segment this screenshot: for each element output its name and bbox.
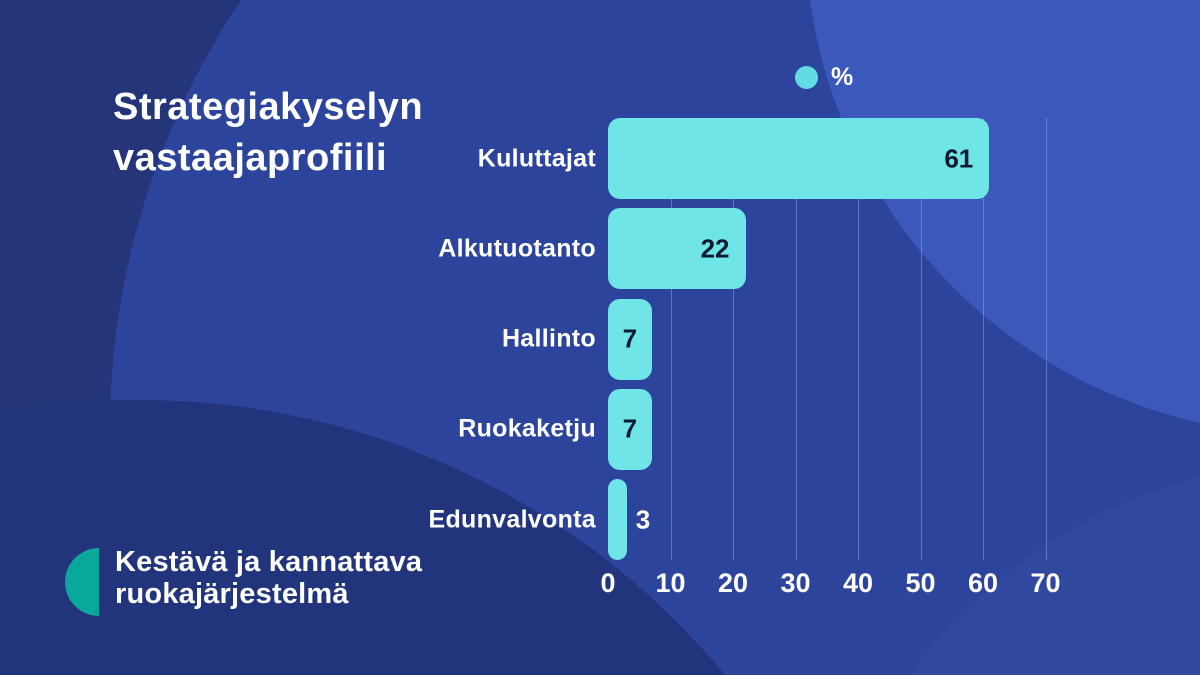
slide-title: Strategiakyselyn vastaajaprofiili: [113, 82, 423, 184]
bar: [608, 479, 627, 560]
footer-text-line1: Kestävä ja kannattava: [115, 546, 423, 578]
bar-row: Alkutuotanto 22: [0, 208, 1200, 290]
bar-value: 3: [635, 504, 651, 534]
bar-row: Kuluttajat 61: [0, 118, 1200, 199]
legend-label: %: [831, 63, 854, 91]
bar-value: 7: [622, 323, 638, 354]
x-tick-label: 70: [1030, 568, 1061, 598]
bar-row: Hallinto 7: [0, 298, 1200, 380]
x-tick-label: 0: [600, 568, 616, 598]
bar: [608, 298, 652, 380]
category-label: Alkutuotanto: [438, 234, 596, 263]
bar: [608, 388, 652, 470]
x-tick-label: 30: [780, 568, 811, 598]
slide-title-line2: vastaajaprofiili: [113, 137, 388, 179]
chart-legend: %: [795, 63, 853, 92]
category-label: Hallinto: [501, 324, 596, 353]
bar-value: 22: [700, 233, 730, 264]
category-label: Ruokaketju: [458, 414, 596, 443]
legend-dot-icon: [795, 66, 818, 89]
footer-text: Kestävä ja kannattava ruokajärjestelmä: [115, 546, 422, 610]
bar-value: 61: [944, 143, 974, 173]
category-label: Kuluttajat: [477, 144, 596, 172]
bar-row: Edunvalvonta 3: [0, 479, 1200, 560]
footer-text-line2: ruokajärjestelmä: [115, 578, 349, 610]
x-tick-label: 40: [842, 568, 874, 598]
bar: [608, 208, 746, 290]
x-tick-label: 50: [905, 568, 936, 598]
bar-row: Ruokaketju 7: [0, 388, 1200, 470]
slide-title-line1: Strategiakyselyn: [113, 86, 424, 128]
x-tick-label: 20: [717, 568, 749, 598]
x-tick-label: 10: [655, 568, 686, 598]
bar-value: 7: [622, 413, 638, 444]
x-tick-label: 60: [967, 568, 999, 598]
bar: [608, 118, 990, 199]
category-label: Edunvalvonta: [428, 505, 596, 533]
